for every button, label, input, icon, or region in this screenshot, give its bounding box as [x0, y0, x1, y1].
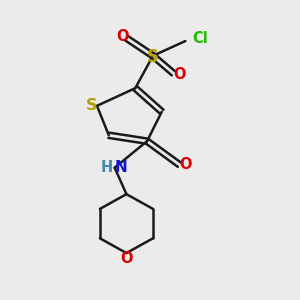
Text: S: S	[86, 98, 98, 113]
Text: H: H	[101, 160, 113, 175]
Text: O: O	[180, 157, 192, 172]
Text: S: S	[147, 48, 159, 66]
Text: O: O	[120, 251, 133, 266]
Text: Cl: Cl	[193, 31, 208, 46]
Text: O: O	[116, 29, 128, 44]
Text: N: N	[115, 160, 128, 175]
Text: O: O	[173, 68, 186, 82]
